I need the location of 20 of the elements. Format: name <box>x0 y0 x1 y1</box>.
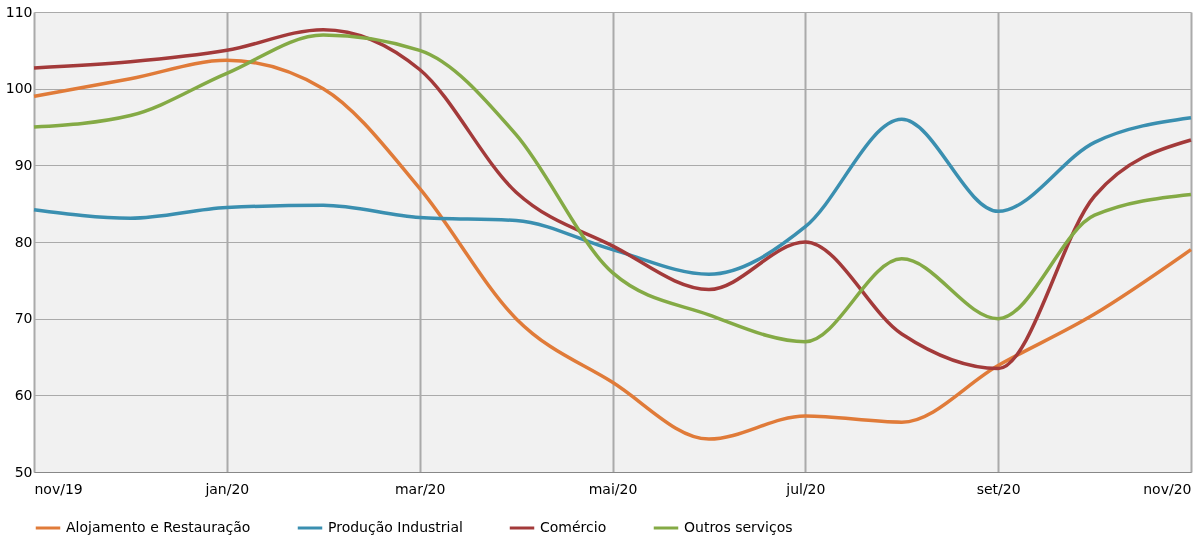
x-tick-label: jan/20 <box>204 480 250 497</box>
x-tick-label: mai/20 <box>588 480 638 497</box>
legend-label: Outros serviços <box>684 519 793 535</box>
line-series <box>32 116 1193 276</box>
y-tick-label: 100 <box>5 80 33 97</box>
x-tick-label: jul/20 <box>785 480 826 497</box>
y-tick-label: 50 <box>14 463 33 480</box>
y-tick-label: 80 <box>14 233 33 250</box>
x-tick-label: set/20 <box>976 480 1021 497</box>
x-tick-label: nov/20 <box>1143 480 1192 497</box>
legend-label: Comércio <box>540 519 607 535</box>
y-tick-label: 60 <box>14 386 33 403</box>
y-tick-label: 90 <box>14 156 33 173</box>
line-series <box>32 58 1193 441</box>
legend-label: Produção Industrial <box>328 519 463 535</box>
x-tick-label: mar/20 <box>394 480 446 497</box>
x-tick-label: nov/19 <box>34 480 83 497</box>
y-tick-label: 70 <box>14 310 33 327</box>
y-tick-label: 110 <box>5 3 33 20</box>
legend-label: Alojamento e Restauração <box>66 519 251 535</box>
